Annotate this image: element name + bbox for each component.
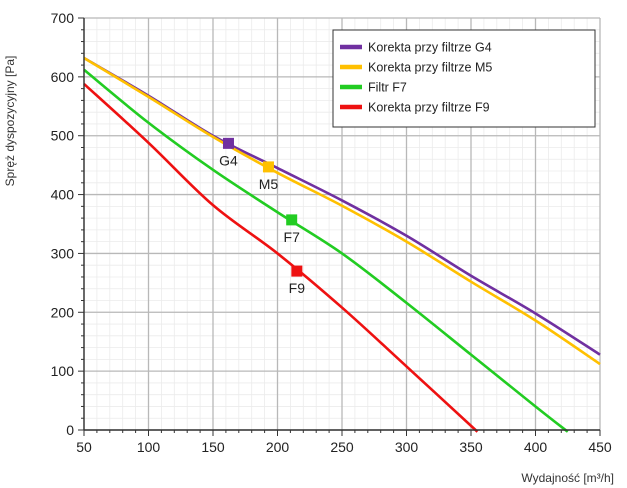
x-tick-label: 100 <box>137 439 161 455</box>
x-tick-label: 250 <box>330 439 354 455</box>
markers: G4 M5 F7 F9 <box>219 137 306 296</box>
y-tick-label: 100 <box>51 363 75 379</box>
y-tick-label: 500 <box>51 128 75 144</box>
x-tick-label: 150 <box>201 439 225 455</box>
tick-labels: 50 100 150 200 250 300 350 400 450 0 100 200 300 400 5… <box>51 10 612 455</box>
operating-point-marker <box>291 265 303 277</box>
x-axis-label: Wydajność [m³/h] <box>521 471 614 485</box>
operating-point-label: F7 <box>284 229 301 245</box>
operating-point-label: F9 <box>289 280 306 296</box>
x-tick-label: 50 <box>76 439 92 455</box>
y-tick-label: 700 <box>51 10 75 26</box>
legend-label: Filtr F7 <box>368 81 407 95</box>
series-line <box>83 82 479 433</box>
x-tick-label: 400 <box>524 439 548 455</box>
series-line <box>83 56 601 366</box>
x-tick-label: 350 <box>459 439 483 455</box>
series-lines <box>83 56 601 433</box>
operating-point-marker <box>262 161 274 173</box>
y-tick-label: 600 <box>51 69 75 85</box>
x-tick-label: 200 <box>266 439 290 455</box>
legend-box <box>332 29 596 128</box>
operating-point-marker <box>286 214 298 226</box>
x-tick-label: 300 <box>395 439 419 455</box>
y-axis-label: Spręż dyspozycyjny [Pa] <box>3 56 17 187</box>
x-tick-label: 450 <box>588 439 612 455</box>
y-tick-label: 0 <box>66 422 74 438</box>
operating-point-marker <box>222 137 234 149</box>
legend-label: Korekta przy filtrze F9 <box>368 101 490 115</box>
operating-point-label: G4 <box>219 152 238 168</box>
y-tick-label: 200 <box>51 304 75 320</box>
legend-label: Korekta przy filtrze G4 <box>368 41 492 55</box>
series-line <box>83 68 569 433</box>
legend: Korekta przy filtrze G4 Korekta przy filt… <box>332 29 596 128</box>
operating-point-label: M5 <box>259 176 279 192</box>
y-tick-label: 400 <box>51 187 75 203</box>
legend-label: Korekta przy filtrze M5 <box>368 61 492 75</box>
y-tick-label: 300 <box>51 245 75 261</box>
axes <box>78 17 601 436</box>
